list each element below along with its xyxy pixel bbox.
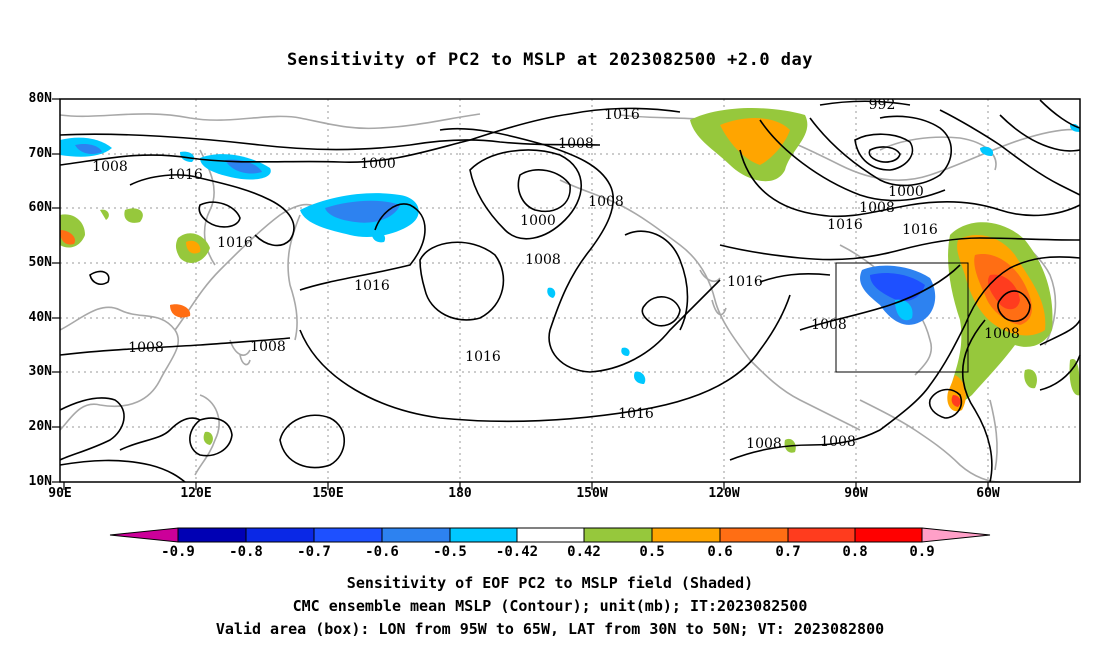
svg-text:1008: 1008 bbox=[746, 436, 782, 452]
lat-label: 30N bbox=[28, 364, 52, 379]
colorbar-label: -0.9 bbox=[161, 544, 195, 560]
colorbar-swatch bbox=[921, 527, 991, 543]
colorbar-swatch bbox=[854, 527, 923, 543]
caption-line-3: Valid area (box): LON from 95W to 65W, L… bbox=[215, 620, 885, 638]
colorbar bbox=[109, 527, 991, 543]
colorbar-label: 0.5 bbox=[639, 544, 665, 560]
lon-label: 180 bbox=[448, 486, 472, 501]
lon-label: 120W bbox=[708, 486, 740, 501]
contour-label: 1008 bbox=[92, 159, 128, 175]
lon-label: 90W bbox=[844, 486, 868, 501]
lat-label: 20N bbox=[28, 419, 52, 434]
chart-title: Sensitivity of PC2 to MSLP at 2023082500… bbox=[286, 50, 813, 70]
colorbar-label: 0.8 bbox=[842, 544, 868, 560]
contour-label: 1016 bbox=[827, 217, 863, 233]
contour-label: 1016 bbox=[217, 235, 253, 251]
lat-label: 10N bbox=[28, 474, 52, 489]
contour-label: 1000 bbox=[520, 213, 556, 229]
colorbar-swatch bbox=[177, 527, 247, 543]
colorbar-swatch bbox=[449, 527, 518, 543]
colorbar-label: -0.42 bbox=[495, 544, 539, 560]
contour-label: 1008 bbox=[525, 252, 561, 268]
lat-label: 60N bbox=[28, 200, 52, 215]
contour-label: 1008 bbox=[250, 339, 286, 355]
lon-label: 150E bbox=[312, 486, 344, 501]
colorbar-label: 0.7 bbox=[775, 544, 801, 560]
valid-area-box bbox=[835, 262, 969, 373]
contour-label: 1000 bbox=[888, 184, 924, 200]
colorbar-swatch bbox=[516, 527, 585, 543]
contour-label: 1016 bbox=[727, 274, 763, 290]
contour-label: 1008 bbox=[811, 317, 847, 333]
colorbar-swatch bbox=[651, 527, 721, 543]
contour-label: 1016 bbox=[167, 167, 203, 183]
contour-label: 1008 bbox=[588, 194, 624, 210]
colorbar-label: 0.9 bbox=[909, 544, 935, 560]
lat-label: 50N bbox=[28, 255, 52, 270]
contour-label: 1016 bbox=[604, 107, 640, 123]
contour-label: 1016 bbox=[902, 222, 938, 238]
contour-label: 1008 bbox=[128, 340, 164, 356]
map-frame bbox=[59, 98, 1081, 483]
lon-label: 60W bbox=[976, 486, 1000, 501]
colorbar-swatch bbox=[787, 527, 856, 543]
colorbar-swatch bbox=[245, 527, 315, 543]
contour-label: 1008 bbox=[558, 136, 594, 152]
contour-label: 1016 bbox=[465, 349, 501, 365]
colorbar-swatch bbox=[381, 527, 451, 543]
colorbar-label: 0.42 bbox=[567, 544, 601, 560]
colorbar-label: -0.5 bbox=[433, 544, 467, 560]
lat-label: 40N bbox=[28, 310, 52, 325]
colorbar-swatch bbox=[583, 527, 653, 543]
lat-label: 70N bbox=[28, 146, 52, 161]
svg-text:1008: 1008 bbox=[820, 434, 856, 450]
colorbar-label: -0.6 bbox=[365, 544, 399, 560]
contour-label: 1000 bbox=[360, 156, 396, 172]
lon-label: 90E bbox=[48, 486, 72, 501]
contour-label: 992 bbox=[869, 97, 896, 113]
colorbar-label: -0.8 bbox=[229, 544, 263, 560]
colorbar-swatch bbox=[719, 527, 789, 543]
contour-labels: 1016 1008 1000 1008 1016 1016 1008 1000 … bbox=[92, 97, 1020, 422]
lat-label: 80N bbox=[28, 91, 52, 106]
caption-line-2: CMC ensemble mean MSLP (Contour); unit(m… bbox=[292, 597, 808, 615]
colorbar-swatch bbox=[313, 527, 383, 543]
colorbar-label: 0.6 bbox=[707, 544, 733, 560]
colorbar-swatch bbox=[109, 527, 179, 543]
contour-label: 1008 bbox=[984, 326, 1020, 342]
contour-label: 1008 bbox=[859, 200, 895, 216]
caption-line-1: Sensitivity of EOF PC2 to MSLP field (Sh… bbox=[346, 574, 754, 592]
colorbar-label: -0.7 bbox=[297, 544, 331, 560]
contour-label: 1016 bbox=[354, 278, 390, 294]
mslp-contours bbox=[59, 99, 1081, 483]
contour-label: 1016 bbox=[618, 406, 654, 422]
lon-label: 150W bbox=[576, 486, 608, 501]
lon-label: 120E bbox=[180, 486, 212, 501]
